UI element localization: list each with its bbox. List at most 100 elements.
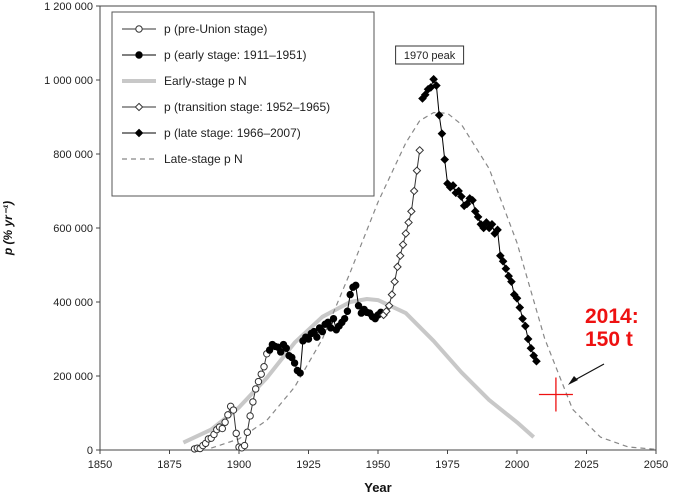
- legend-swatch-marker: [135, 25, 143, 33]
- data-point: [251, 385, 260, 393]
- data-point: [409, 186, 419, 196]
- legend-label: p (late stage: 1966–2007): [164, 126, 301, 140]
- y-tick-label: 0: [87, 445, 93, 457]
- data-point: [521, 321, 530, 331]
- series-1: [265, 281, 385, 377]
- data-point: [329, 314, 338, 323]
- data-point: [493, 225, 502, 235]
- data-point: [487, 219, 497, 229]
- data-point: [501, 264, 511, 274]
- data-point: [340, 314, 349, 323]
- annotations-layer: 1970 peak 2014:150 t: [395, 45, 639, 412]
- x-tick-label: 1925: [296, 459, 320, 471]
- x-tick-label: 1950: [366, 459, 390, 471]
- data-point: [437, 129, 447, 138]
- data-point: [290, 359, 299, 367]
- data-point: [523, 334, 533, 344]
- data-point: [468, 195, 477, 205]
- data-point: [404, 218, 413, 227]
- data-point: [473, 212, 483, 222]
- data-point: [282, 344, 290, 352]
- legend-item: p (transition stage: 1952–1965): [122, 100, 330, 114]
- data-point: [457, 192, 466, 201]
- legend-item: Late-stage p N: [122, 152, 243, 166]
- legend-item: p (early stage: 1911–1951): [122, 48, 307, 62]
- data-point: [432, 81, 441, 90]
- data-point: [454, 186, 463, 196]
- legend-box: [111, 11, 375, 197]
- data-point: [243, 428, 252, 436]
- peak-label: 1970 peak: [404, 50, 456, 62]
- y-tick-label: 1 000 000: [44, 75, 93, 87]
- data-point: [346, 290, 354, 299]
- x-tick-label: 1900: [227, 459, 251, 471]
- data-point: [504, 271, 513, 281]
- data-point: [429, 74, 438, 84]
- data-point: [440, 155, 450, 164]
- legend-label: p (early stage: 1911–1951): [164, 48, 307, 62]
- peak-label-box: [395, 45, 465, 65]
- data-point: [512, 293, 522, 303]
- x-tick-label: 1875: [157, 459, 181, 471]
- callout-arrow-head: [568, 376, 578, 385]
- data-point: [221, 418, 229, 426]
- y-tick-label: 1 200 000: [44, 1, 93, 13]
- data-point: [343, 307, 352, 315]
- data-point: [498, 256, 508, 266]
- legend-item: p (pre-Union stage): [122, 22, 267, 36]
- data-point: [462, 199, 472, 209]
- series-2: [182, 297, 536, 445]
- data-point: [254, 377, 263, 386]
- data-point: [382, 306, 391, 316]
- data-point: [384, 301, 394, 311]
- series-line: [182, 297, 536, 445]
- legend-item: p (late stage: 1966–2007): [122, 126, 301, 140]
- y-tick-label: 400 000: [53, 297, 93, 309]
- callout-year: 2014:: [585, 305, 639, 328]
- data-point: [407, 207, 416, 216]
- data-point: [229, 406, 238, 414]
- data-point: [507, 277, 516, 286]
- legend-swatch-marker: [134, 128, 144, 138]
- series-line: [383, 150, 421, 316]
- data-point: [496, 251, 505, 261]
- series-4: [418, 74, 541, 366]
- x-tick-label: 2000: [505, 459, 529, 471]
- data-point: [218, 424, 227, 433]
- legend-swatch-marker: [134, 102, 144, 112]
- data-point: [387, 290, 397, 299]
- series-0: [190, 350, 271, 453]
- x-axis-label: Year: [364, 480, 391, 495]
- data-point: [434, 110, 444, 120]
- data-point: [393, 262, 402, 272]
- legend-label: p (transition stage: 1952–1965): [164, 100, 330, 114]
- callout-value: 150 t: [585, 328, 633, 351]
- callout-arrow-shaft: [572, 363, 605, 382]
- data-point: [277, 348, 285, 356]
- data-point: [232, 429, 240, 438]
- series-5: [211, 111, 657, 450]
- x-tick-label: 2025: [574, 459, 598, 471]
- data-point: [296, 369, 304, 377]
- legend-label: p (pre-Union stage): [164, 22, 267, 36]
- y-tick-label: 600 000: [53, 223, 93, 235]
- legend-swatch-marker: [135, 51, 143, 59]
- series-line: [211, 111, 657, 450]
- data-point: [470, 207, 480, 216]
- x-tick-label: 1850: [88, 459, 112, 471]
- data-point: [398, 240, 408, 249]
- data-point: [246, 412, 254, 420]
- data-point: [354, 302, 363, 310]
- data-point: [240, 441, 249, 450]
- legend-label: Late-stage p N: [164, 152, 243, 166]
- data-point: [479, 223, 488, 233]
- data-point: [515, 303, 525, 312]
- data-point: [448, 181, 458, 190]
- x-tick-label: 1975: [435, 459, 459, 471]
- legend-label: Early-stage p N: [164, 74, 247, 88]
- data-point: [224, 411, 232, 419]
- data-point: [390, 277, 399, 286]
- y-tick-label: 800 000: [53, 149, 93, 161]
